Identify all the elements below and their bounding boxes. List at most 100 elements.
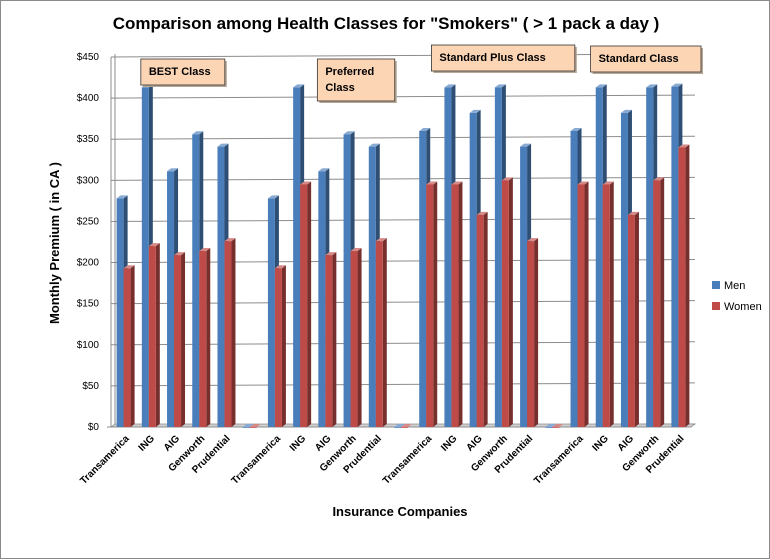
bar-side	[609, 181, 614, 427]
x-tick-label: Transamerica	[78, 433, 132, 487]
bar-front	[646, 87, 654, 427]
bar-top	[350, 248, 362, 252]
bar-front	[401, 427, 408, 428]
bar-front	[325, 255, 333, 427]
bar-top	[646, 84, 658, 88]
annotations: BEST Class Preferred Class Standard Plus Cl…	[140, 44, 703, 103]
bar-side	[458, 181, 463, 427]
bar-front	[469, 112, 477, 428]
bar-side	[433, 181, 438, 427]
annotation-text: Standard Plus Class	[439, 52, 545, 64]
bar-front	[249, 427, 257, 428]
bar-top	[501, 177, 513, 181]
x-tick-label: ING	[288, 433, 309, 454]
y-tick-label: $50	[82, 381, 99, 392]
x-tick-label: AIG	[162, 433, 183, 454]
bar-women	[274, 265, 286, 427]
y-tick-label: $250	[77, 216, 100, 227]
bar-front	[217, 146, 225, 427]
bar-front	[653, 180, 661, 427]
bar-front	[375, 241, 383, 427]
bar-women	[300, 181, 312, 427]
bar-top	[552, 424, 564, 427]
bar-front	[627, 214, 635, 427]
bar-top	[199, 248, 211, 252]
bar-top	[148, 243, 160, 247]
x-tick-label: ING	[591, 433, 612, 454]
bar-front	[570, 131, 578, 427]
bar-top	[242, 424, 254, 427]
bar-front	[141, 87, 149, 427]
bar-front	[577, 184, 585, 427]
bar-front	[174, 255, 182, 427]
bar-women	[224, 238, 236, 427]
bar-front	[595, 87, 603, 427]
bar-top	[494, 84, 506, 88]
x-axis-title: Insurance Companies	[332, 504, 467, 519]
bar-top	[192, 131, 204, 135]
y-axis-ticks: $0 $50 $100 $150 $200 $250 $300 $350 $400 $450	[77, 52, 100, 433]
legend-label-men: Men	[724, 280, 745, 292]
bar-front	[300, 184, 308, 427]
bar-side	[307, 181, 312, 427]
bar-front	[394, 427, 401, 428]
bar-front	[148, 246, 156, 427]
bar-front	[242, 427, 250, 428]
bar-front	[274, 268, 282, 427]
bar-top	[274, 265, 286, 269]
bar-women	[123, 265, 135, 427]
bar-front	[678, 147, 686, 427]
x-tick-label: AIG	[616, 433, 637, 454]
bar-side	[130, 265, 135, 427]
bar-top	[267, 195, 279, 199]
bar-top	[343, 131, 355, 135]
chart-title: Comparison among Health Classes for "Smo…	[113, 14, 660, 33]
bar-front	[494, 87, 502, 427]
bar-side	[483, 211, 488, 427]
y-tick-label: $300	[77, 175, 100, 186]
bar-front	[343, 134, 351, 428]
bar-top	[627, 211, 639, 215]
bar-top	[653, 177, 665, 181]
bar-front	[552, 427, 560, 428]
legend: Men Women	[712, 280, 762, 313]
bar-women	[174, 252, 186, 427]
bar-women	[653, 177, 665, 427]
bar-side	[534, 238, 539, 427]
y-tick-label: $350	[77, 134, 100, 145]
x-tick-label: Transamerica	[532, 433, 586, 487]
bar-top	[394, 424, 405, 427]
bar-top	[401, 424, 412, 427]
annotation-text: BEST Class	[149, 66, 211, 78]
bar-front	[671, 86, 679, 427]
annotation-box: Standard Plus Class	[431, 44, 577, 73]
bar-front	[293, 87, 301, 427]
bar-top	[520, 143, 532, 147]
bar-front	[116, 198, 124, 427]
bar-women	[426, 181, 438, 427]
y-tick-label: $150	[77, 299, 100, 310]
x-tick-label: AIG	[313, 433, 334, 454]
bar-side	[357, 248, 362, 427]
bar-women	[476, 211, 488, 427]
bar-front	[501, 180, 509, 427]
bar-front	[620, 112, 628, 428]
bar-top	[174, 252, 186, 256]
bar-side	[634, 211, 639, 427]
bar-women	[552, 424, 564, 428]
bar-front	[545, 427, 553, 428]
y-tick-label: $100	[77, 340, 100, 351]
bar-top	[444, 84, 456, 88]
bar-top	[368, 143, 380, 147]
bar-top	[293, 84, 305, 88]
bars	[116, 83, 690, 428]
bar-front	[527, 241, 535, 427]
bar-women	[627, 211, 639, 427]
x-tick-label: ING	[137, 433, 158, 454]
bar-side	[382, 238, 387, 427]
bar-top	[224, 238, 236, 242]
bar-side	[584, 181, 589, 427]
bar-top	[249, 424, 261, 427]
bar-side	[508, 177, 513, 427]
